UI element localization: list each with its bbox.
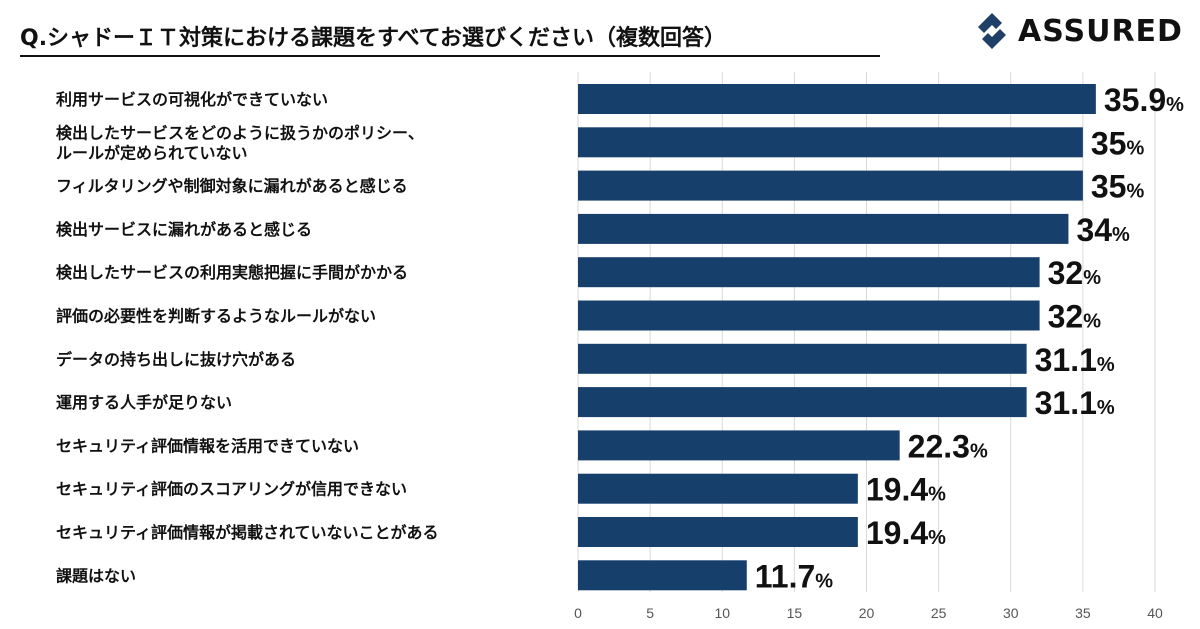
assured-logo-icon xyxy=(978,13,1006,49)
category-label: 検出したサービスの利用実態把握に手間がかかる xyxy=(56,263,408,282)
value-label: 31.1% xyxy=(1035,342,1115,378)
category-label: 運用する人手が足りない xyxy=(56,393,232,412)
value-label: 32% xyxy=(1048,299,1102,335)
value-unit: % xyxy=(1083,311,1101,333)
value-label: 35% xyxy=(1091,169,1145,205)
value-unit: % xyxy=(1126,137,1144,159)
x-tick-label: 10 xyxy=(714,605,730,621)
value-number: 35.9 xyxy=(1104,82,1166,118)
value-unit: % xyxy=(1097,354,1115,376)
x-tick-label: 0 xyxy=(574,605,582,621)
x-tick-label: 20 xyxy=(859,605,875,621)
value-label: 19.4% xyxy=(866,515,946,551)
category-label-line: データの持ち出しに抜け穴がある xyxy=(56,350,296,369)
x-tick-label: 15 xyxy=(787,605,803,621)
bar xyxy=(578,517,858,547)
category-label-line: セキュリティ評価情報が掲載されていないことがある xyxy=(56,523,439,542)
value-unit: % xyxy=(1126,181,1144,203)
category-label: セキュリティ評価情報が掲載されていないことがある xyxy=(56,523,439,542)
category-label-line: セキュリティ評価情報を活用できていない xyxy=(56,436,359,455)
value-labels: 35.9%35%35%34%32%32%31.1%31.1%22.3%19.4%… xyxy=(755,82,1184,594)
bar xyxy=(578,387,1027,418)
bar xyxy=(578,343,1027,374)
bars xyxy=(578,84,1096,591)
category-label-line: フィルタリングや制御対象に漏れがあると感じる xyxy=(56,177,408,196)
value-label: 35.9% xyxy=(1104,82,1184,118)
value-unit: % xyxy=(1112,224,1130,246)
value-number: 32 xyxy=(1048,255,1084,291)
category-label: セキュリティ評価のスコアリングが信用できない xyxy=(56,480,407,499)
brand-logo: ASSURED xyxy=(972,8,1192,54)
value-number: 35 xyxy=(1091,169,1127,205)
chart-title: Q.シャドーＩＴ対策における課題をすべてお選びください（複数回答） xyxy=(20,26,726,51)
category-label-line: 運用する人手が足りない xyxy=(56,393,232,412)
value-number: 31.1 xyxy=(1035,342,1097,378)
x-tick-label: 35 xyxy=(1075,605,1091,621)
x-tick-label: 25 xyxy=(931,605,947,621)
category-label-line: セキュリティ評価のスコアリングが信用できない xyxy=(56,480,407,499)
category-label: データの持ち出しに抜け穴がある xyxy=(56,350,296,369)
category-label-line: 検出サービスに漏れがあると感じる xyxy=(56,220,312,239)
category-label-line: 課題はない xyxy=(56,566,136,585)
value-label: 22.3% xyxy=(908,428,988,464)
bar xyxy=(578,430,900,461)
category-label-line: 利用サービスの可視化ができていない xyxy=(56,90,328,109)
value-number: 22.3 xyxy=(908,428,970,464)
bar xyxy=(578,473,858,504)
category-label: フィルタリングや制御対象に漏れがあると感じる xyxy=(56,177,408,196)
value-number: 19.4 xyxy=(866,515,928,551)
bar xyxy=(578,170,1083,201)
category-label-line: 検出したサービスの利用実態把握に手間がかかる xyxy=(56,263,408,282)
value-unit: % xyxy=(815,570,833,592)
category-label: 課題はない xyxy=(56,566,136,585)
gridlines xyxy=(577,72,1156,592)
category-label: 評価の必要性を判断するようなルールがない xyxy=(56,307,376,326)
value-number: 34 xyxy=(1076,212,1112,248)
bar xyxy=(578,213,1069,244)
value-unit: % xyxy=(1166,94,1184,116)
value-unit: % xyxy=(1097,397,1115,419)
value-label: 34% xyxy=(1076,212,1130,248)
bar xyxy=(578,84,1096,114)
bar xyxy=(578,300,1040,331)
value-label: 11.7% xyxy=(755,558,834,594)
category-labels: 利用サービスの可視化ができていない検出したサービスをどのように扱うかのポリシー、… xyxy=(56,90,439,585)
value-unit: % xyxy=(928,527,946,549)
value-label: 35% xyxy=(1091,125,1145,161)
value-label: 32% xyxy=(1048,255,1102,291)
category-label-line: 検出したサービスをどのように扱うかのポリシー、 xyxy=(56,123,424,142)
category-label-line: ルールが定められていない xyxy=(56,143,248,162)
bar xyxy=(578,127,1083,158)
value-number: 31.1 xyxy=(1035,385,1097,421)
x-tick-label: 40 xyxy=(1147,605,1163,621)
value-unit: % xyxy=(970,440,988,462)
value-number: 32 xyxy=(1048,299,1084,335)
value-unit: % xyxy=(928,484,946,506)
value-number: 19.4 xyxy=(866,472,928,508)
category-label-line: 評価の必要性を判断するようなルールがない xyxy=(56,307,376,326)
value-number: 11.7 xyxy=(755,558,816,594)
bar xyxy=(578,560,747,591)
title-underline xyxy=(20,55,880,57)
value-unit: % xyxy=(1083,267,1101,289)
value-label: 19.4% xyxy=(866,472,946,508)
x-tick-label: 5 xyxy=(646,605,654,621)
value-label: 31.1% xyxy=(1035,385,1115,421)
bar xyxy=(578,257,1040,288)
x-tick-label: 30 xyxy=(1003,605,1019,621)
value-number: 35 xyxy=(1091,125,1127,161)
category-label: 検出したサービスをどのように扱うかのポリシー、ルールが定められていない xyxy=(56,123,424,162)
brand-name: ASSURED xyxy=(1018,13,1183,49)
category-label: 検出サービスに漏れがあると感じる xyxy=(56,220,312,239)
x-axis-ticks: 0 5 10 15 20 25 30 35 40 xyxy=(574,605,1163,621)
category-label: 利用サービスの可視化ができていない xyxy=(56,90,328,109)
category-label: セキュリティ評価情報を活用できていない xyxy=(56,436,359,455)
